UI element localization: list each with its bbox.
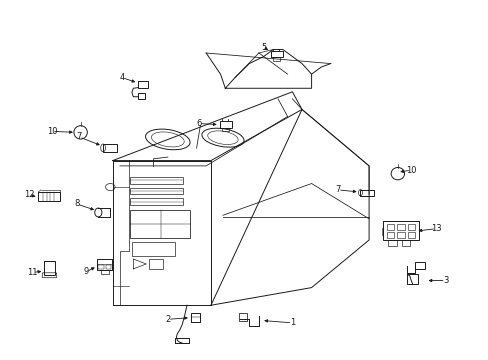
Bar — [97, 259, 112, 270]
Bar — [360, 189, 373, 196]
Text: 11: 11 — [27, 268, 38, 277]
Bar — [101, 270, 109, 274]
Text: 12: 12 — [23, 190, 34, 199]
Bar — [383, 221, 419, 240]
Text: 6: 6 — [196, 119, 201, 128]
Text: 4: 4 — [120, 73, 124, 82]
Bar — [386, 224, 393, 230]
Text: 13: 13 — [430, 224, 441, 233]
Text: 8: 8 — [74, 199, 79, 208]
Bar — [130, 198, 183, 205]
Bar — [386, 232, 393, 238]
Bar — [138, 93, 144, 99]
Bar — [130, 210, 190, 238]
Text: 10: 10 — [405, 166, 416, 175]
Text: 10: 10 — [46, 127, 57, 136]
Bar — [407, 232, 414, 238]
Bar — [44, 261, 55, 275]
Bar — [397, 224, 404, 230]
Text: 2: 2 — [165, 315, 170, 324]
Bar — [39, 192, 60, 201]
Bar — [190, 312, 200, 322]
Bar — [103, 144, 116, 152]
Bar — [222, 128, 229, 131]
Bar — [132, 242, 175, 256]
Bar — [148, 259, 163, 269]
Bar — [270, 51, 282, 57]
Bar — [273, 57, 280, 61]
Bar — [407, 274, 417, 284]
Text: 7: 7 — [335, 185, 340, 194]
Bar — [238, 313, 247, 321]
Bar — [130, 188, 183, 194]
Bar — [381, 228, 383, 235]
Bar — [401, 240, 409, 246]
Bar — [219, 121, 231, 128]
Bar — [397, 232, 404, 238]
Bar — [105, 265, 111, 269]
Bar — [407, 224, 414, 230]
Bar — [414, 262, 424, 269]
Text: 9: 9 — [83, 267, 89, 276]
Bar — [130, 177, 183, 184]
Bar — [138, 81, 147, 87]
Bar — [387, 240, 396, 246]
Text: 5: 5 — [261, 43, 266, 52]
Bar — [98, 265, 104, 269]
Text: 7: 7 — [76, 132, 81, 141]
Text: 3: 3 — [442, 276, 447, 285]
Text: 1: 1 — [289, 318, 294, 327]
